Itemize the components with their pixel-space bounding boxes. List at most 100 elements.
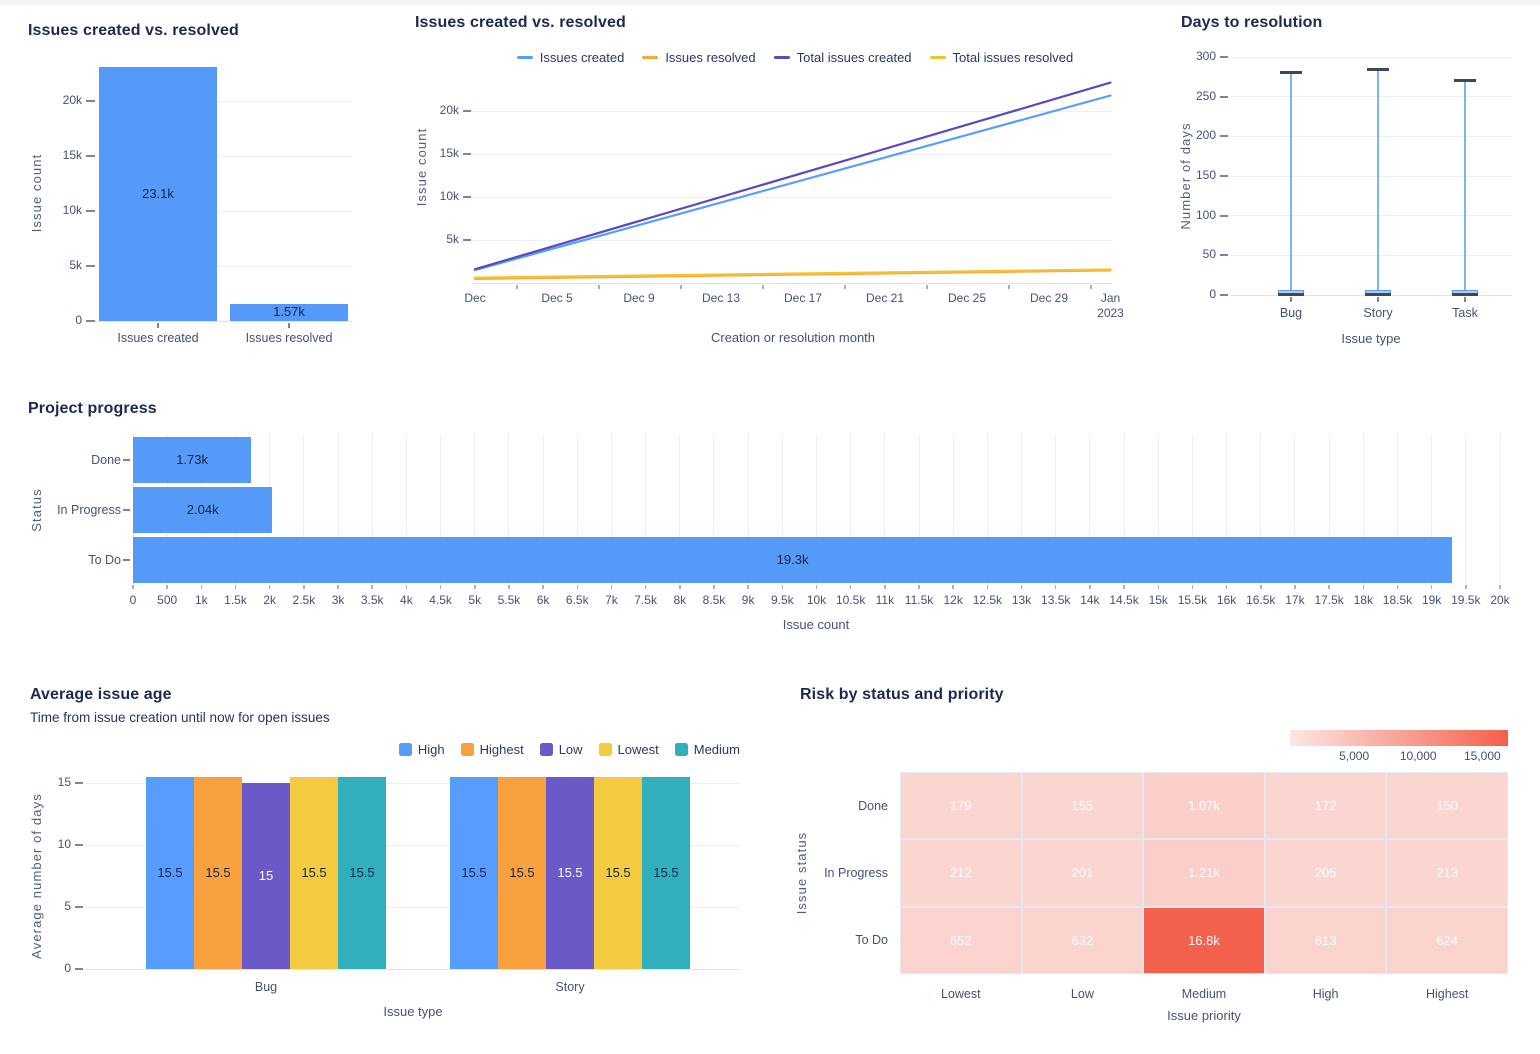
bar-issues-created[interactable]: [99, 66, 217, 321]
gridline: [97, 100, 352, 102]
bar-done[interactable]: [133, 437, 252, 483]
line-series-issues-created[interactable]: [473, 94, 1112, 272]
bar-to-do[interactable]: [133, 537, 1453, 583]
x-tick: [234, 585, 237, 589]
heatmap-cell-in-progress-medium[interactable]: 1.21k: [1143, 839, 1265, 907]
gridline: [1396, 434, 1398, 584]
x-tick: [1396, 585, 1399, 589]
x-category-label: Low: [1070, 987, 1094, 1001]
gridline: [747, 434, 749, 584]
y-tick-label: 0: [75, 313, 82, 327]
legend-item-low[interactable]: Low: [539, 742, 583, 757]
heatmap-cell-to-do-lowest[interactable]: 652: [900, 906, 1022, 974]
heatmap-cell-in-progress-highest[interactable]: 213: [1386, 839, 1508, 907]
boxplot-max-cap: [1280, 70, 1302, 74]
gridline: [303, 434, 305, 584]
legend-item-medium[interactable]: Medium: [674, 742, 740, 757]
x-tick: [1499, 585, 1501, 589]
x-tick: [1054, 585, 1057, 589]
chart-title: Risk by status and priority: [800, 686, 1004, 703]
bar-in-progress[interactable]: [133, 487, 273, 533]
x-minor-tick: [762, 285, 764, 289]
boxplot-whisker-story[interactable]: [1377, 69, 1379, 291]
y-tick: [463, 196, 471, 198]
gridline: [542, 434, 544, 584]
legend-item-issues-created[interactable]: Issues created: [516, 50, 624, 65]
bar-issues-resolved[interactable]: [230, 303, 348, 321]
chart-issues-line: Issues created vs. resolved Issues creat…: [400, 0, 1160, 372]
gridline: [816, 434, 817, 584]
heatmap-cell-in-progress-lowest[interactable]: 212: [900, 839, 1022, 907]
heatmap-cell-to-do-medium[interactable]: 16.8k: [1143, 906, 1265, 974]
y-tick: [86, 210, 95, 212]
x-tick-label: 5.5k: [497, 593, 521, 607]
bar-bug-lowest[interactable]: [290, 776, 338, 969]
legend-swatch: [516, 56, 533, 59]
legend-item-highest[interactable]: Highest: [460, 742, 524, 757]
bar-story-low[interactable]: [546, 776, 594, 969]
bar-value-label: 15.5: [349, 864, 375, 880]
x-minor-tick: [1008, 285, 1010, 289]
legend-label: Total issues resolved: [952, 50, 1074, 65]
bar-story-highest[interactable]: [498, 776, 546, 969]
x-tick: [337, 585, 339, 589]
x-axis-title: Issue type: [1341, 331, 1401, 346]
x-category-label: Lowest: [940, 987, 981, 1001]
line-series-total-issues-resolved[interactable]: [473, 268, 1112, 279]
y-tick-label: 150: [1195, 168, 1216, 182]
x-tick-label: 13.5k: [1041, 593, 1071, 607]
heatmap-cell-done-high[interactable]: 172: [1264, 772, 1387, 840]
legend-item-total-issues-resolved[interactable]: Total issues resolved: [929, 50, 1074, 65]
legend-item-issues-resolved[interactable]: Issues resolved: [642, 50, 756, 65]
bar-value-label: 15.5: [605, 864, 631, 880]
bar-bug-low[interactable]: [242, 783, 290, 969]
heatmap-cell-in-progress-high[interactable]: 205: [1264, 839, 1387, 907]
gridline: [1089, 434, 1091, 584]
heatmap-cell-to-do-highest[interactable]: 624: [1386, 906, 1508, 974]
boxplot-whisker-task[interactable]: [1464, 80, 1466, 291]
heatmap-cell-done-medium[interactable]: 1.07k: [1143, 772, 1265, 840]
legend-item-lowest[interactable]: Lowest: [598, 742, 659, 757]
boxplot-whisker-bug[interactable]: [1290, 72, 1292, 291]
x-tick: [268, 585, 271, 589]
bar-bug-medium[interactable]: [338, 776, 386, 969]
x-tick: [1294, 585, 1296, 589]
x-tick-label: 9.5k: [770, 593, 794, 607]
x-tick-label: 3.5k: [360, 593, 384, 607]
gridline: [610, 434, 612, 584]
legend-label: Low: [558, 742, 583, 757]
x-tick: [166, 585, 168, 589]
heatmap-cell-in-progress-low[interactable]: 201: [1021, 839, 1144, 907]
bar-bug-highest[interactable]: [194, 776, 242, 969]
heatmap-cell-done-highest[interactable]: 150: [1386, 772, 1508, 840]
x-tick: [884, 585, 886, 589]
x-category-label: Bug: [254, 980, 278, 994]
bar-story-medium[interactable]: [642, 776, 690, 969]
y-axis-title: Issue count: [29, 153, 44, 233]
y-tick-label: 50: [1202, 247, 1216, 262]
heatmap-cell-to-do-low[interactable]: 632: [1021, 906, 1144, 974]
bar-value-label: 15: [258, 868, 274, 883]
legend-item-high[interactable]: High: [398, 742, 445, 757]
x-tick: [288, 323, 290, 328]
x-tick: [1377, 297, 1379, 302]
gridline: [1499, 434, 1501, 584]
x-tick-label: 1.5k: [224, 593, 247, 607]
bar-bug-high[interactable]: [146, 776, 194, 969]
chart-title: Days to resolution: [1181, 14, 1323, 31]
bar-story-lowest[interactable]: [594, 776, 642, 969]
heatmap-cell-done-low[interactable]: 155: [1021, 772, 1144, 840]
legend-item-total-issues-created[interactable]: Total issues created: [773, 50, 912, 65]
line-series-total-issues-created[interactable]: [473, 81, 1112, 271]
heatmap-cell-done-lowest[interactable]: 179: [900, 772, 1022, 840]
colorbar: [1290, 730, 1508, 746]
bar-story-high[interactable]: [450, 776, 498, 969]
x-tick-label: 17.5k: [1314, 593, 1344, 607]
heatmap-cell-to-do-high[interactable]: 613: [1264, 906, 1387, 974]
x-tick: [849, 585, 852, 589]
x-tick: [157, 323, 159, 328]
bar-value-label: 23.1k: [142, 185, 174, 201]
boxplot-median-line: [1278, 292, 1304, 296]
x-tick: [1430, 585, 1433, 589]
